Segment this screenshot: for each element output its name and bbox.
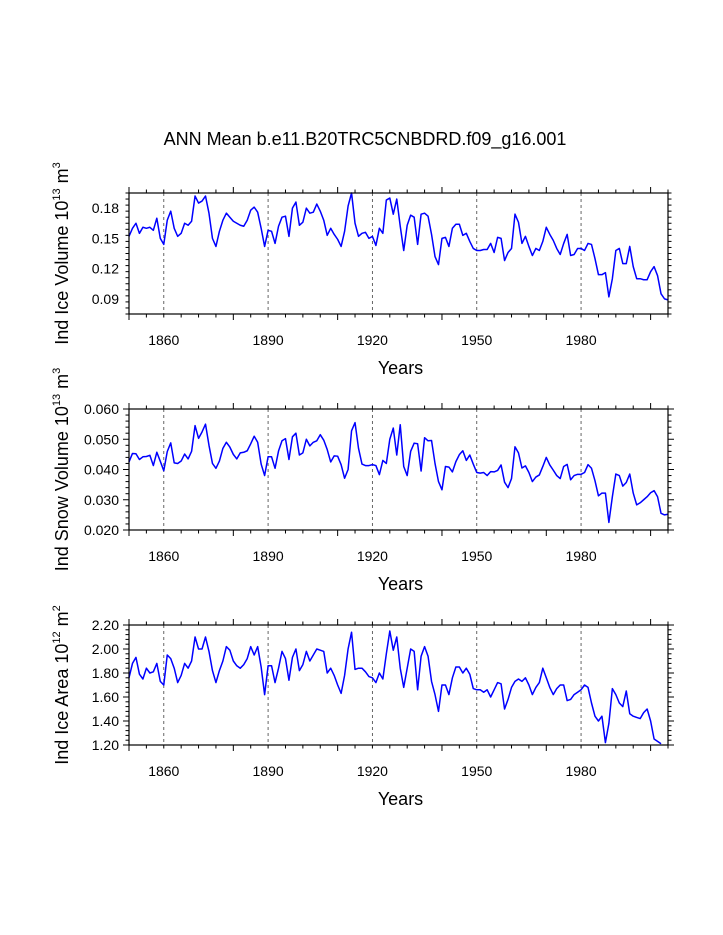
- ice-volume-ylabel: Ind Ice Volume 1013 m3: [51, 162, 72, 344]
- ice-area-xlabel: Years: [378, 789, 423, 809]
- ice-volume-series-line: [128, 192, 669, 301]
- panel-snow-volume: 0.020 0.030 0.040 0.050 0.060 1860 1890 1920 195…: [51, 368, 674, 594]
- ice-volume-ytick-label: 0.12: [92, 261, 119, 277]
- ice-area-xtick-label: 1950: [461, 763, 492, 779]
- ice-volume-ytick-label: 0.15: [92, 230, 119, 246]
- snow-volume-ytick-label: 0.030: [84, 492, 119, 508]
- ice-area-ylabel-main: Ind Ice Area 10: [52, 644, 72, 765]
- snow-volume-ytick-label: 0.050: [84, 431, 119, 447]
- ice-volume-xtick-label: 1980: [565, 332, 596, 348]
- snow-volume-xlabel: Years: [378, 574, 423, 594]
- ice-volume-xtick-label: 1920: [357, 332, 388, 348]
- snow-volume-xtick-label: 1860: [148, 548, 179, 564]
- ice-volume-xtick-label: 1860: [148, 332, 179, 348]
- snow-volume-ylabel-unit-exp: 3: [51, 368, 63, 374]
- ice-area-xtick-label: 1860: [148, 763, 179, 779]
- snow-volume-xtick-label: 1950: [461, 548, 492, 564]
- snow-volume-series-line: [128, 421, 669, 524]
- ice-area-ylabel-unit-exp: 2: [51, 605, 63, 611]
- chart-title: ANN Mean b.e11.B20TRC5CNBDRD.f09_g16.001: [164, 129, 567, 150]
- snow-volume-ylabel-unit: m: [52, 374, 72, 394]
- snow-volume-ylabel: Ind Snow Volume 1013 m3: [51, 368, 72, 572]
- snow-volume-ytick-label: 0.060: [84, 401, 119, 417]
- ice-volume-ylabel-unit-exp: 3: [51, 162, 63, 168]
- ice-area-ytick-label: 2.00: [92, 641, 119, 657]
- ice-volume-ylabel-unit: m: [52, 168, 72, 188]
- ice-area-ylabel-unit: m: [52, 611, 72, 631]
- ice-area-ylabel-exp: 12: [51, 631, 63, 643]
- snow-volume-xtick-label: 1920: [357, 548, 388, 564]
- ice-volume-plot-frame: [128, 192, 669, 315]
- ice-area-ylabel: Ind Ice Area 1012 m2: [51, 605, 72, 764]
- snow-volume-xtick-label: 1890: [253, 548, 284, 564]
- ice-volume-ylabel-main: Ind Ice Volume 10: [52, 201, 72, 345]
- ice-volume-ytick-label: 0.18: [92, 200, 119, 216]
- ice-volume-xtick-label: 1950: [461, 332, 492, 348]
- ice-area-ytick-label: 1.80: [92, 665, 119, 681]
- snow-volume-ytick-label: 0.040: [84, 462, 119, 478]
- snow-volume-ylabel-exp: 13: [51, 394, 63, 406]
- ice-volume-xlabel: Years: [378, 358, 423, 378]
- ice-area-xtick-label: 1980: [565, 763, 596, 779]
- snow-volume-ytick-label: 0.020: [84, 522, 119, 538]
- ice-volume-xtick-label: 1890: [253, 332, 284, 348]
- ice-volume-ytick-label: 0.09: [92, 291, 119, 307]
- ice-volume-ylabel-exp: 13: [51, 188, 63, 200]
- panel-ice-area: 1.20 1.40 1.60 1.80 2.00 2.20 1860 1890 1920 1950…: [51, 605, 674, 809]
- panels: 0.09 0.12 0.15 0.18 1860 1890 1920 1950 1980 Year…: [51, 162, 674, 809]
- ice-area-xtick-label: 1890: [253, 763, 284, 779]
- snow-volume-ylabel-main: Ind Snow Volume 10: [52, 406, 72, 571]
- snow-volume-xtick-label: 1980: [565, 548, 596, 564]
- ice-area-ytick-label: 1.40: [92, 713, 119, 729]
- ice-area-ytick-label: 2.20: [92, 617, 119, 633]
- snow-volume-plot-frame: [128, 408, 669, 531]
- ice-area-xtick-label: 1920: [357, 763, 388, 779]
- ice-area-ytick-label: 1.20: [92, 737, 119, 753]
- ice-area-plot-frame: [128, 624, 669, 746]
- ice-area-ytick-label: 1.60: [92, 689, 119, 705]
- panel-ice-volume: 0.09 0.12 0.15 0.18 1860 1890 1920 1950 1980 Year…: [51, 162, 672, 378]
- ice-area-series-line: [128, 630, 662, 745]
